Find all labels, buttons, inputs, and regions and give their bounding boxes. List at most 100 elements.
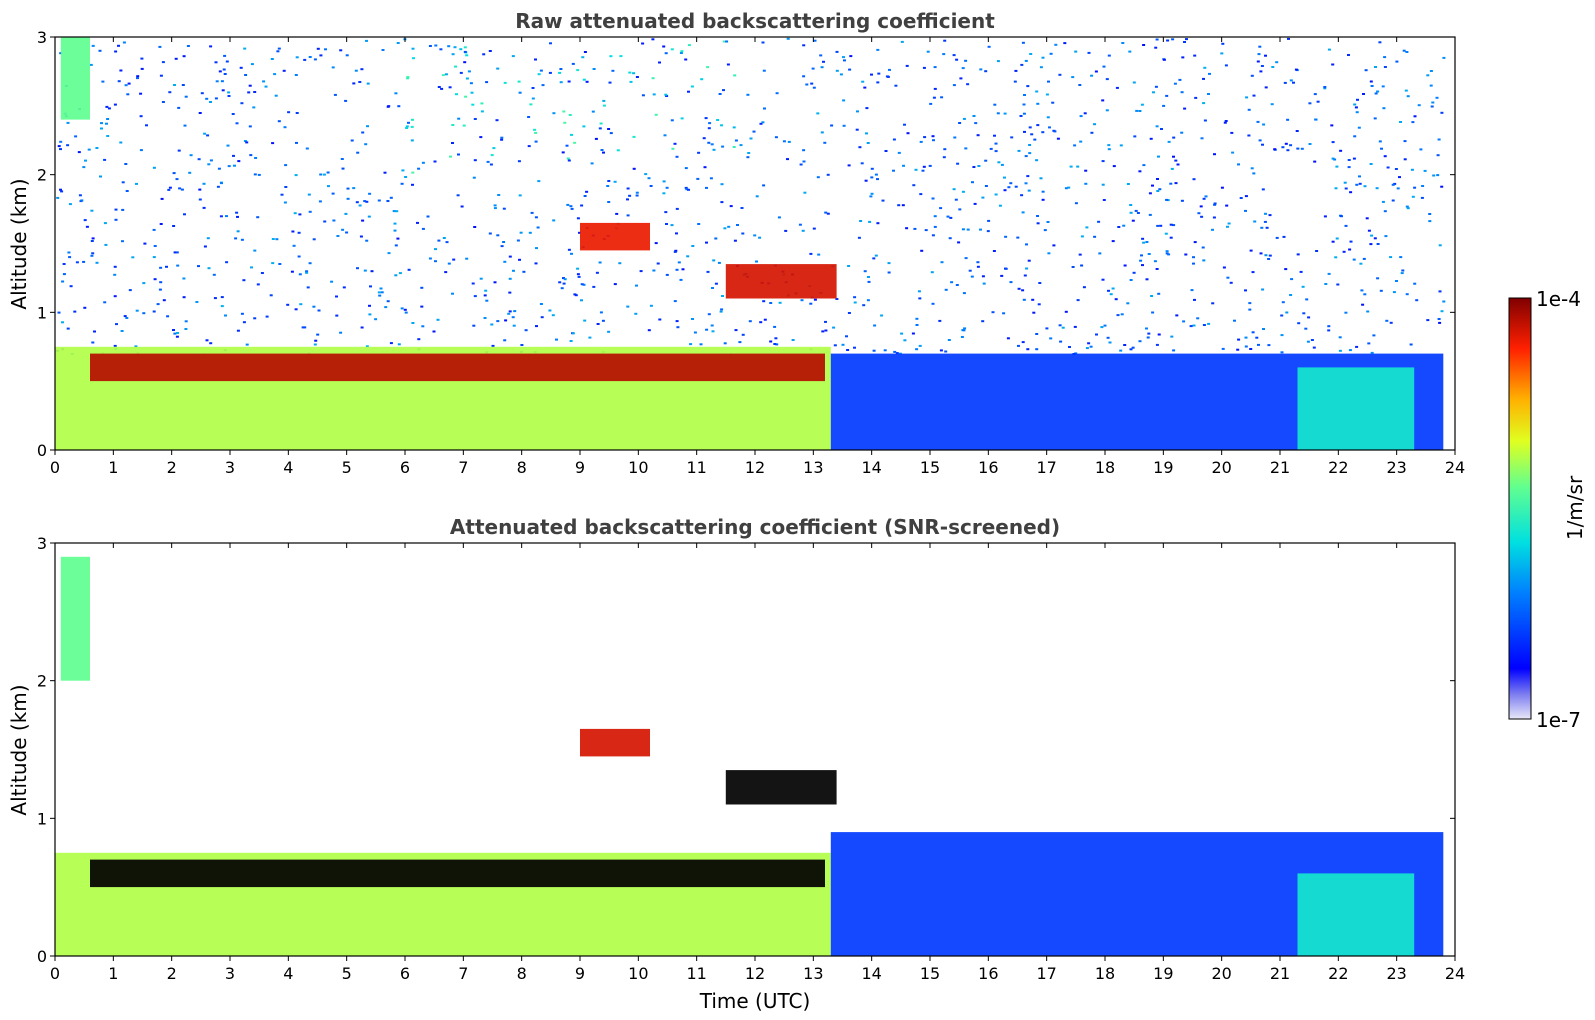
noise-speck	[1157, 292, 1161, 295]
noise-speck	[1079, 140, 1083, 143]
noise-speck	[835, 298, 839, 300]
noise-speck	[566, 203, 570, 206]
noise-speck	[1138, 340, 1142, 343]
noise-speck	[824, 320, 827, 323]
noise-speck	[122, 41, 126, 44]
noise-speck	[161, 101, 165, 103]
noise-speck	[209, 342, 213, 345]
noise-speck	[847, 312, 851, 314]
noise-speck	[1043, 229, 1047, 232]
noise-speck	[961, 228, 965, 231]
noise-speck	[174, 57, 178, 60]
noise-speck	[305, 147, 309, 150]
noise-speck	[1084, 169, 1088, 172]
noise-speck	[493, 204, 497, 207]
noise-speck	[670, 119, 674, 122]
x-tick-label: 2	[167, 964, 177, 983]
noise-speck	[662, 192, 666, 195]
noise-speck	[1129, 204, 1133, 206]
noise-speck	[1267, 344, 1271, 347]
noise-speck	[172, 329, 175, 331]
noise-speck	[708, 122, 712, 125]
noise-speck	[676, 326, 680, 329]
noise-speck	[1135, 109, 1139, 112]
noise-speck	[849, 55, 853, 58]
noise-speck	[216, 185, 220, 188]
noise-speck	[529, 103, 533, 106]
noise-speck	[1213, 203, 1217, 206]
colorbar-max-label: 1e-4	[1536, 287, 1581, 311]
noise-speck	[378, 294, 382, 297]
noise-speck	[1053, 130, 1057, 133]
noise-speck	[626, 305, 630, 308]
noise-speck	[1270, 103, 1274, 106]
noise-speck	[1374, 92, 1378, 95]
noise-speck	[1268, 254, 1272, 257]
noise-speck	[341, 167, 345, 170]
noise-speck	[897, 151, 901, 154]
noise-speck	[1413, 282, 1417, 285]
noise-speck	[1020, 63, 1024, 66]
noise-speck	[61, 280, 65, 283]
noise-speck	[1314, 118, 1318, 121]
noise-speck	[483, 317, 487, 319]
x-tick-label: 16	[978, 458, 998, 477]
noise-speck	[139, 115, 143, 118]
noise-speck	[257, 173, 261, 176]
noise-speck	[993, 134, 996, 137]
noise-speck	[1010, 136, 1014, 139]
noise-speck	[488, 50, 492, 52]
noise-speck	[1204, 195, 1208, 198]
noise-speck	[560, 287, 564, 290]
noise-speck	[931, 197, 935, 200]
noise-speck	[1336, 283, 1340, 286]
noise-speck	[919, 193, 923, 196]
panel-title: Raw attenuated backscattering coefficien…	[515, 9, 995, 33]
noise-speck	[1140, 254, 1143, 257]
noise-speck	[483, 294, 487, 297]
noise-speck	[1244, 345, 1248, 348]
x-tick-label: 1	[108, 458, 118, 477]
noise-speck	[1327, 325, 1331, 328]
noise-speck	[247, 91, 251, 94]
noise-speck	[1420, 196, 1424, 199]
noise-speck	[463, 46, 467, 49]
noise-speck	[471, 103, 475, 106]
noise-speck	[697, 151, 701, 154]
noise-speck	[256, 216, 260, 219]
noise-speck	[686, 255, 690, 258]
noise-speck	[1220, 186, 1224, 189]
noise-speck	[1264, 254, 1268, 257]
noise-speck	[1429, 70, 1433, 72]
noise-speck	[358, 204, 362, 207]
noise-speck	[761, 121, 765, 124]
noise-speck	[626, 214, 630, 217]
noise-speck	[938, 319, 942, 322]
noise-speck	[929, 102, 933, 105]
noise-speck	[340, 158, 344, 160]
noise-speck	[942, 156, 946, 159]
noise-speck	[135, 309, 139, 312]
noise-speck	[641, 94, 645, 97]
noise-speck	[952, 54, 956, 57]
noise-speck	[1440, 310, 1444, 313]
noise-speck	[242, 321, 246, 324]
noise-speck	[1264, 212, 1267, 215]
noise-speck	[582, 125, 586, 128]
noise-speck	[576, 69, 580, 72]
noise-speck	[915, 324, 919, 326]
noise-speck	[599, 122, 603, 125]
noise-speck	[571, 332, 575, 335]
noise-speck	[602, 99, 606, 102]
noise-speck	[562, 282, 566, 285]
noise-speck	[1048, 126, 1051, 129]
noise-speck	[1156, 224, 1160, 227]
noise-speck	[1147, 253, 1151, 255]
noise-speck	[654, 242, 658, 245]
noise-speck	[739, 144, 743, 147]
noise-speck	[583, 195, 587, 197]
noise-speck	[393, 222, 397, 225]
noise-speck	[1264, 54, 1267, 57]
noise-speck	[1155, 343, 1159, 346]
noise-speck	[1041, 131, 1045, 134]
